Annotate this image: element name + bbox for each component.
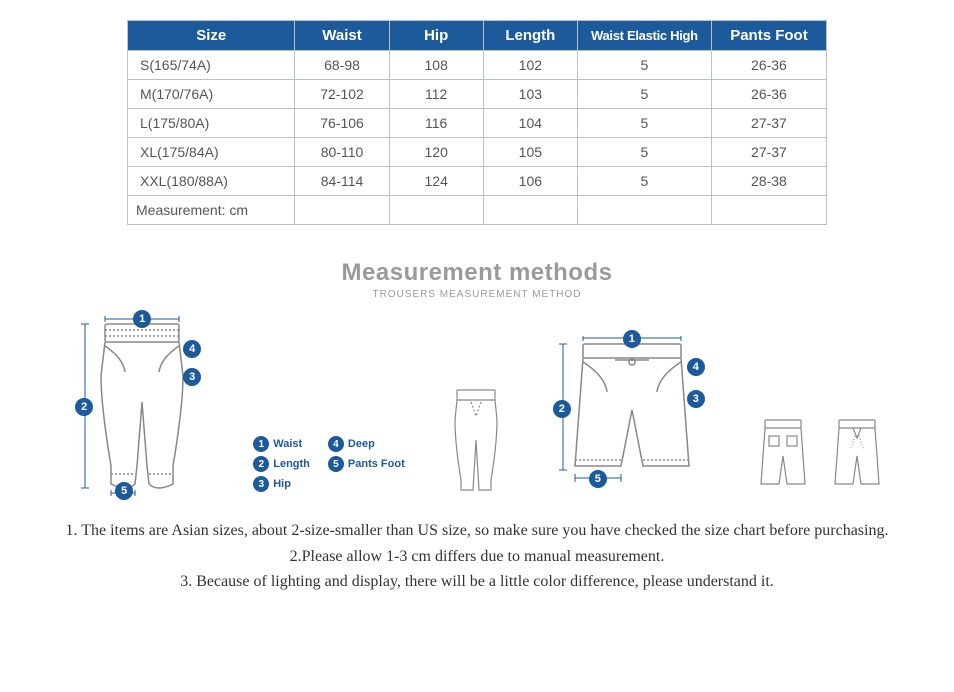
- table-cell: M(170/76A): [128, 80, 295, 109]
- legend-waist: Waist: [273, 438, 302, 450]
- legend-hip: Hip: [273, 478, 291, 490]
- shorts-back-pair: [753, 416, 887, 496]
- note-2: 2.Please allow 1-3 cm differs due to man…: [24, 544, 930, 570]
- table-cell: 28-38: [711, 167, 826, 196]
- shorts-back-1: [753, 416, 813, 496]
- s-badge-3: 3: [687, 390, 705, 408]
- table-cell: 5: [577, 109, 711, 138]
- table-cell: 27-37: [711, 138, 826, 167]
- table-cell: [389, 196, 483, 225]
- table-row: XXL(180/88A)84-114124106528-38: [128, 167, 827, 196]
- table-cell: 72-102: [295, 80, 389, 109]
- table-measurement-row: Measurement: cm: [128, 196, 827, 225]
- note-3: 3. Because of lighting and display, ther…: [24, 569, 930, 595]
- table-cell: 116: [389, 109, 483, 138]
- col-hip: Hip: [389, 21, 483, 51]
- table-cell: 27-37: [711, 109, 826, 138]
- table-cell: 103: [483, 80, 577, 109]
- table-row: XL(175/84A)80-110120105527-37: [128, 138, 827, 167]
- table-cell: 112: [389, 80, 483, 109]
- table-row: M(170/76A)72-102112103526-36: [128, 80, 827, 109]
- measurement-heading: Measurement methods TROUSERS MEASUREMENT…: [0, 259, 954, 300]
- legend-length: Length: [273, 458, 310, 470]
- s-badge-5: 5: [589, 470, 607, 488]
- table-cell: 108: [389, 51, 483, 80]
- col-length: Length: [483, 21, 577, 51]
- s-badge-4: 4: [687, 358, 705, 376]
- table-header-row: Size Waist Hip Length Waist Elastic High…: [128, 21, 827, 51]
- table-cell: 26-36: [711, 80, 826, 109]
- pants-diagram: 1 2 3 4 5: [67, 316, 217, 496]
- table-cell: L(175/80A): [128, 109, 295, 138]
- pants-back-small: [441, 386, 511, 496]
- table-cell: 84-114: [295, 167, 389, 196]
- size-table: Size Waist Hip Length Waist Elastic High…: [127, 20, 827, 225]
- col-size: Size: [128, 21, 295, 51]
- table-cell: 104: [483, 109, 577, 138]
- table-row: L(175/80A)76-106116104527-37: [128, 109, 827, 138]
- table-cell: XXL(180/88A): [128, 167, 295, 196]
- diagrams-row: 1 2 3 4 5 1Waist 2Length 3Hip 4Deep 5Pan…: [0, 316, 954, 496]
- table-cell: 5: [577, 167, 711, 196]
- legend-deep: Deep: [348, 438, 375, 450]
- table-cell: 5: [577, 51, 711, 80]
- mm-title: Measurement methods: [0, 259, 954, 287]
- table-cell: 120: [389, 138, 483, 167]
- legend-pantsfoot: Pants Foot: [348, 458, 405, 470]
- table-cell: [483, 196, 577, 225]
- table-row: S(165/74A)68-98108102526-36: [128, 51, 827, 80]
- s-badge-1: 1: [623, 330, 641, 348]
- col-waist: Waist: [295, 21, 389, 51]
- table-cell: 80-110: [295, 138, 389, 167]
- table-cell: [295, 196, 389, 225]
- col-waist-elastic: Waist Elastic High: [577, 21, 711, 51]
- table-cell: XL(175/84A): [128, 138, 295, 167]
- legend-col-1: 1Waist 2Length 3Hip: [253, 436, 310, 496]
- s-badge-2: 2: [553, 400, 571, 418]
- shorts-diagram: 1 2 3 4 5: [547, 336, 717, 496]
- legend-block: 1Waist 2Length 3Hip 4Deep 5Pants Foot: [253, 436, 405, 496]
- shorts-back-2: [827, 416, 887, 496]
- table-cell: [711, 196, 826, 225]
- table-cell: 124: [389, 167, 483, 196]
- measurement-unit-cell: Measurement: cm: [128, 196, 295, 225]
- col-pants-foot: Pants Foot: [711, 21, 826, 51]
- table-cell: 106: [483, 167, 577, 196]
- table-cell: 5: [577, 80, 711, 109]
- badge-5: 5: [115, 482, 133, 500]
- table-cell: 105: [483, 138, 577, 167]
- note-1: 1. The items are Asian sizes, about 2-si…: [24, 518, 930, 544]
- legend-col-2: 4Deep 5Pants Foot: [328, 436, 405, 476]
- table-cell: 68-98: [295, 51, 389, 80]
- table-cell: 102: [483, 51, 577, 80]
- size-notes: 1. The items are Asian sizes, about 2-si…: [0, 518, 954, 595]
- table-cell: [577, 196, 711, 225]
- table-cell: 26-36: [711, 51, 826, 80]
- table-cell: 76-106: [295, 109, 389, 138]
- mm-subtitle: TROUSERS MEASUREMENT METHOD: [0, 289, 954, 300]
- table-cell: S(165/74A): [128, 51, 295, 80]
- table-cell: 5: [577, 138, 711, 167]
